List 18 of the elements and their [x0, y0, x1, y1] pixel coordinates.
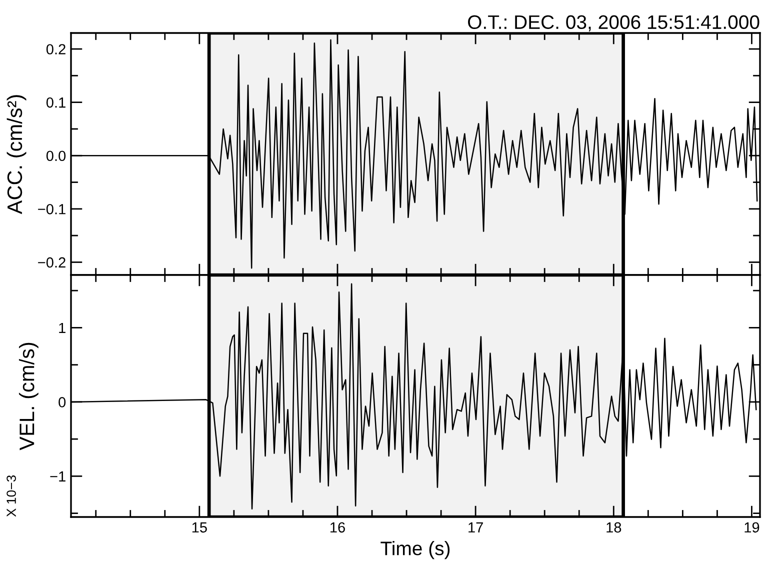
x-tick-label: 19 — [744, 522, 760, 533]
y-tick-label: −0.2 — [38, 257, 66, 268]
x-tick-label: 15 — [192, 522, 207, 533]
x-tick-label: 17 — [468, 522, 483, 532]
x-tick-label: 16 — [330, 522, 345, 533]
y-tick-label: 0 — [58, 397, 66, 408]
y-tick-label: 1 — [59, 322, 66, 333]
y-tick-label: 0.2 — [46, 44, 66, 54]
y-tick-label: 0.1 — [46, 97, 66, 108]
y-axis-title: ACC. (cm/s²) — [6, 95, 26, 214]
y-axis-title: VEL. (cm/s) — [18, 342, 38, 450]
y-tick-label: −1 — [50, 471, 66, 482]
y-tick-label: −0.1 — [38, 204, 66, 214]
x-axis-title: Time (s) — [380, 541, 450, 560]
text: X 10−3 — [6, 475, 16, 517]
y-tick-label: 0.0 — [46, 150, 66, 162]
chart-title: O.T.: DEC. 03, 2006 15:51:41.000 — [468, 15, 760, 32]
x-tick-label: 18 — [606, 522, 622, 533]
